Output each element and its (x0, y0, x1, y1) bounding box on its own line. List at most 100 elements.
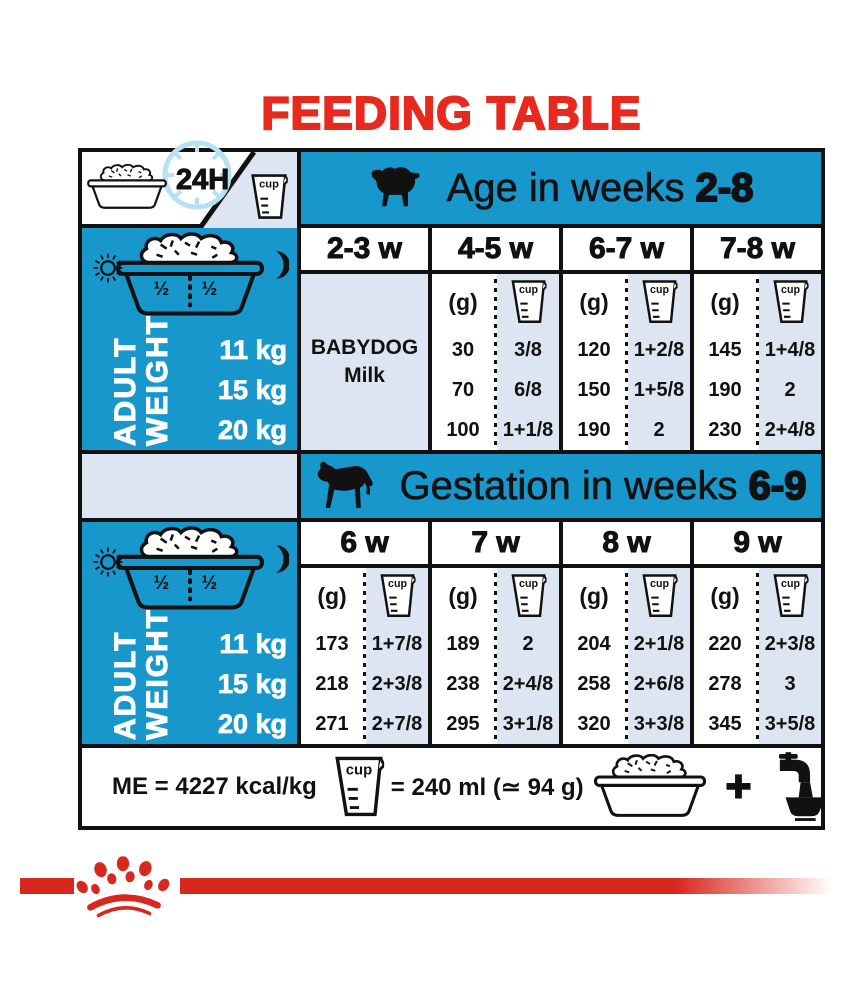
weight-11kg: 11 kg (219, 629, 287, 660)
cup-value: 2+3/8 (371, 673, 423, 695)
grams-unit: (g) (317, 582, 347, 609)
age-header-text: Age in weeks 2-8 (446, 165, 755, 211)
cup-icon: cup (641, 573, 678, 619)
cup-volume-label: = 240 ml (≃ 94 g) (390, 773, 584, 801)
gestation-section-header: Gestation in weeks 6-9 (297, 454, 821, 518)
weights-list: 11 kg 15 kg 20 kg (195, 330, 288, 450)
grams-value: 120 (577, 339, 611, 361)
adult-weight-label: ADULT WEIGHT (109, 608, 175, 741)
adult-weight-sidebar: ½ ½ ADULT WEIGHT 11 kg 15 kg 20 kg (82, 228, 297, 450)
weight-20kg: 20 kg (217, 415, 288, 446)
grams-value: 190 (577, 419, 611, 441)
puppy-icon (369, 165, 421, 211)
half-ration-bowl: ½ ½ (114, 526, 266, 614)
col-head-6w: 6 w (301, 522, 428, 568)
col-7w: 7 w (g) 189 238 295 cup 2 2+4/8 3+1/8 (428, 522, 559, 744)
grams-unit: (g) (710, 288, 740, 315)
cup-value: 2+4/8 (502, 673, 554, 695)
dotted-divider (625, 573, 628, 739)
weight-11kg: 11 kg (219, 335, 287, 366)
weight-label: WEIGHT (140, 314, 174, 447)
grams-subcol: (g) 120 150 190 (563, 274, 625, 450)
cup-value: 2 (653, 419, 665, 441)
grams-value: 295 (446, 713, 480, 735)
weight-20kg: 20 kg (217, 709, 288, 740)
grams-unit: (g) (579, 582, 609, 609)
grams-value: 190 (708, 379, 742, 401)
hours-label: 24H (175, 164, 230, 197)
cup-value: 2+3/8 (764, 633, 816, 655)
grams-value: 271 (315, 713, 349, 735)
me-kcal-label: ME = 4227 kcal/kg (112, 773, 317, 800)
milk-label: Milk (344, 364, 385, 387)
age-section-header: Age in weeks 2-8 (297, 152, 821, 224)
cups-subcol: cup 1+2/8 1+5/8 2 (628, 274, 690, 450)
grams-value: 145 (708, 339, 742, 361)
svg-text:cup: cup (519, 284, 538, 296)
grams-value: 345 (708, 713, 742, 735)
gestation-header-range: 6-9 (748, 463, 808, 509)
moon-icon (265, 544, 289, 574)
cup-icon: cup (641, 279, 678, 325)
adult-label: ADULT (109, 336, 143, 446)
adult-weight-label: ADULT WEIGHT (109, 314, 175, 447)
page-title: FEEDING TABLE (260, 86, 642, 140)
gestation-header-label: Gestation in weeks (399, 463, 738, 508)
grams-value: 150 (577, 379, 611, 401)
cups-subcol: cup 3/8 6/8 1+1/8 (497, 274, 559, 450)
royal-canin-crown-logo (70, 856, 182, 920)
feeding-table: 24H cup Age in weeks 2-8 ½ ½ (78, 140, 825, 830)
plus-sign: + (725, 761, 753, 812)
weight-label: WEIGHT (140, 608, 174, 741)
grams-subcol: (g) 204 258 320 (563, 568, 625, 744)
cup-value: 2 (784, 379, 796, 401)
grams-value: 220 (708, 633, 742, 655)
grams-value: 258 (577, 673, 611, 695)
half-bowl-icon (114, 526, 266, 614)
half-ration-bowl: ½ ½ (114, 232, 266, 320)
dotted-divider (494, 573, 497, 739)
cup-value: 2 (522, 633, 534, 655)
half-bowl-icon (114, 232, 266, 320)
col-6w: 6 w (g) 173 218 271 cup 1+7/8 2+3/8 2+7/… (297, 522, 428, 744)
col-6-7w: 6-7 w (g) 120 150 190 cup 1+2/8 1+5/8 2 (559, 228, 690, 450)
grams-value: 173 (315, 633, 349, 655)
cup-value: 1+2/8 (633, 339, 685, 361)
svg-text:cup: cup (259, 179, 279, 191)
half-right-label: ½ (201, 279, 218, 300)
cup-icon: cup (510, 279, 547, 325)
age-header-range: 2-8 (695, 165, 755, 211)
half-left-label: ½ (153, 573, 170, 594)
half-right-label: ½ (201, 573, 218, 594)
grams-value: 320 (577, 713, 611, 735)
age-header-label: Age in weeks (446, 165, 685, 210)
cup-value: 3+3/8 (633, 713, 685, 735)
cup-value: 1+1/8 (502, 419, 554, 441)
col-head-6-7w: 6-7 w (563, 228, 690, 274)
cup-value: 6/8 (514, 379, 542, 401)
milk-cell-wrap: BABYDOG Milk (301, 274, 428, 450)
babydog-label: BABYDOG (310, 335, 419, 359)
col-head-7-8w: 7-8 w (694, 228, 821, 274)
brand-band-right (180, 878, 832, 894)
svg-text:cup: cup (388, 578, 407, 590)
cup-icon: cup (333, 755, 385, 819)
weight-15kg: 15 kg (217, 669, 288, 700)
kibble-bowl-icon (584, 754, 716, 820)
col-head-9w: 9 w (694, 522, 821, 568)
cup-value: 1+7/8 (371, 633, 423, 655)
col-4-5w: 4-5 w (g) 30 70 100 cup 3/8 6/8 1+1/8 (428, 228, 559, 450)
cup-icon: cup (772, 573, 809, 619)
blank-cell (82, 454, 297, 518)
col-head-4-5w: 4-5 w (432, 228, 559, 274)
dotted-divider (756, 573, 759, 739)
cup-value: 3+5/8 (764, 713, 816, 735)
table-footer: ME = 4227 kcal/kg cup = 240 ml (≃ 94 g) … (82, 744, 821, 826)
cup-icon: cup (772, 279, 809, 325)
grams-value: 238 (446, 673, 480, 695)
col-7-8w: 7-8 w (g) 145 190 230 cup 1+4/8 2 2+4/8 (690, 228, 821, 450)
dotted-divider (756, 279, 759, 445)
grams-subcol: (g) 30 70 100 (432, 274, 494, 450)
cup-icon: cup (250, 173, 288, 221)
age-body-row: ½ ½ ADULT WEIGHT 11 kg 15 kg 20 kg 2-3 w… (82, 228, 821, 450)
